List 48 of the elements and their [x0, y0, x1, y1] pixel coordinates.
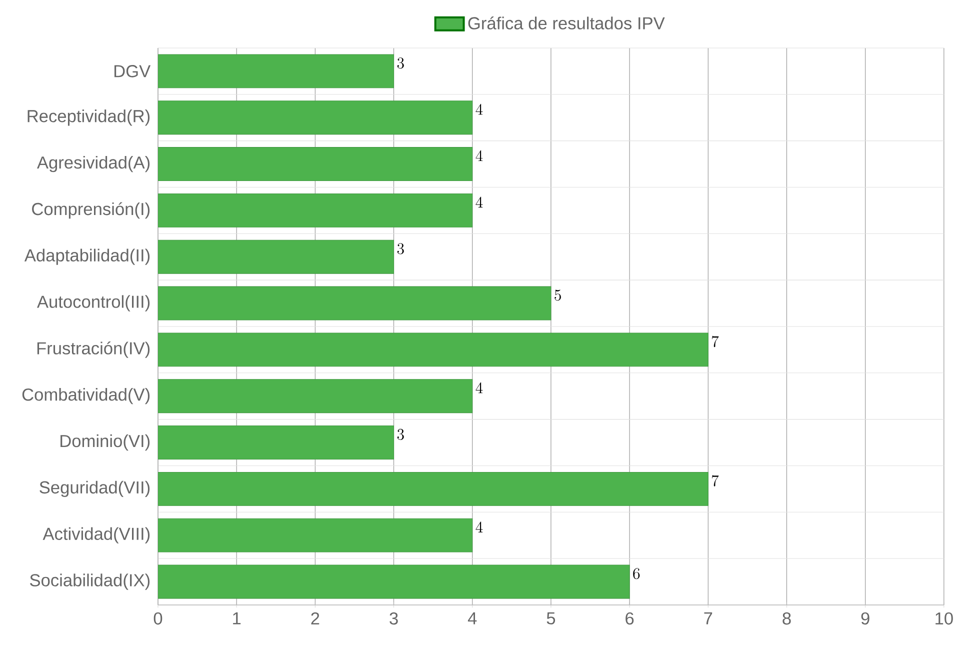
y-tick-label: Sociabilidad(IX) [30, 574, 150, 590]
x-tick-label: 9 [861, 612, 870, 625]
data-label: 7 [712, 336, 719, 348]
bar [158, 100, 473, 135]
bar [158, 286, 552, 320]
bar [158, 472, 708, 506]
y-tick-label: Dominio(VI) [60, 434, 150, 451]
data-label: 7 [712, 475, 719, 486]
bar [158, 193, 473, 228]
y-tick-label: DGV [114, 65, 151, 78]
x-tick-label: 3 [390, 612, 398, 625]
y-tick-label: Combatividad(V) [22, 388, 150, 404]
legend-label: Gráfica de resultados IPV [468, 16, 665, 30]
y-tick-label: Agresividad(A) [36, 156, 150, 172]
data-label: 3 [397, 428, 404, 440]
y-tick-label: Autocontrol(III) [36, 295, 150, 312]
bar [158, 426, 394, 460]
y-tick-label: Receptividad(R) [28, 110, 150, 126]
x-tick-label: 6 [626, 612, 634, 625]
bar [158, 518, 473, 552]
x-tick-label: 8 [782, 612, 791, 625]
data-label: 3 [397, 58, 404, 69]
bar [158, 564, 630, 599]
x-tick-label: 2 [311, 612, 320, 624]
data-label: 3 [397, 243, 404, 254]
y-tick-label: Comprensión(I) [32, 202, 150, 219]
x-tick-label: 1 [233, 612, 241, 624]
y-tick-label: Seguridad(VII) [40, 480, 150, 498]
y-tick-label: Actividad(VIII) [42, 527, 150, 544]
bar [158, 240, 394, 274]
x-tick-label: 4 [468, 612, 477, 624]
x-tick-label: 7 [704, 612, 712, 624]
y-tick-label: Frustración(IV) [37, 342, 150, 358]
bar [158, 54, 394, 88]
x-tick-label: 0 [154, 612, 162, 625]
data-label: 4 [476, 382, 483, 394]
x-tick-label: 5 [546, 612, 556, 624]
data-label: 4 [476, 522, 483, 532]
data-label: 4 [476, 104, 483, 115]
x-tick-label: 10 [936, 612, 953, 625]
data-label: 5 [554, 290, 561, 301]
bar [158, 379, 473, 414]
data-label: 4 [476, 196, 483, 208]
data-label: 4 [476, 150, 483, 162]
y-tick-label: Adaptabilidad(II) [24, 248, 150, 265]
bar [158, 332, 708, 367]
data-label: 6 [633, 568, 640, 580]
bar [158, 147, 473, 182]
